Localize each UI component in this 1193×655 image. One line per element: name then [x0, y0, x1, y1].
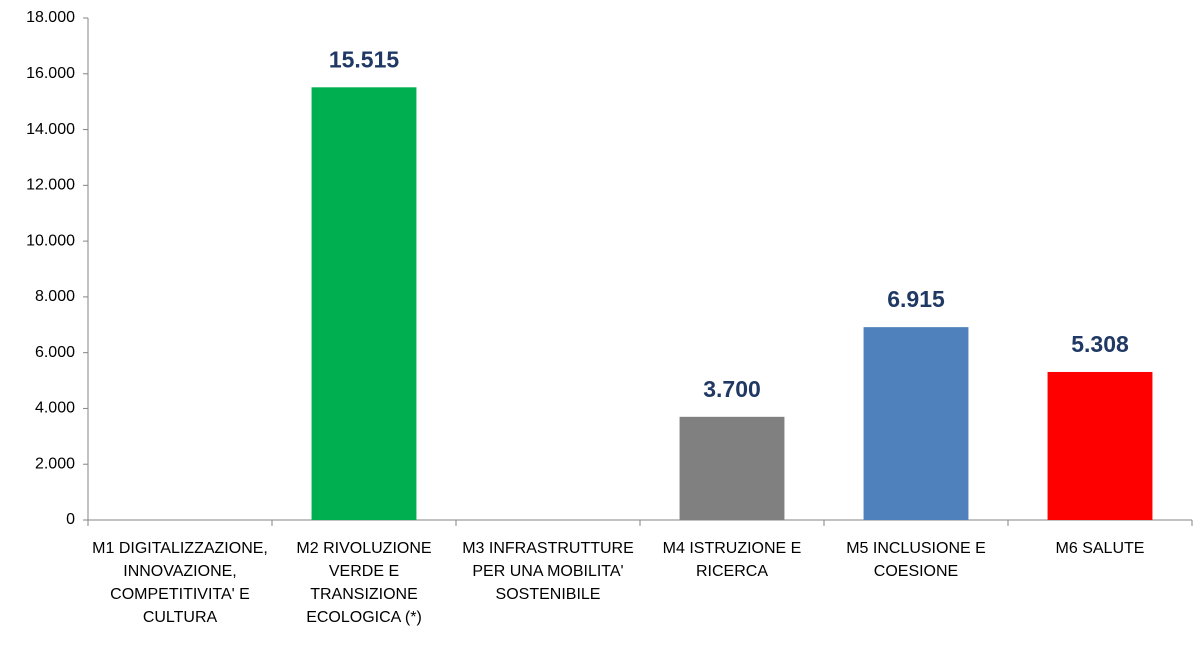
bar — [679, 416, 785, 520]
bar — [1047, 371, 1153, 520]
y-tick-label: 0 — [66, 511, 75, 528]
x-tick-label: M4 ISTRUZIONE E RICERCA — [662, 540, 802, 580]
y-tick-label: 2.000 — [35, 455, 75, 472]
y-tick-label: 4.000 — [35, 400, 75, 417]
y-tick-label: 10.000 — [26, 232, 75, 249]
y-tick-label: 6.000 — [35, 344, 75, 361]
y-tick-label: 12.000 — [26, 177, 75, 194]
x-tick-label: M1 DIGITALIZZAZIONE, INNOVAZIONE, COMPET… — [92, 540, 268, 626]
data-label: 6.915 — [887, 286, 945, 312]
x-tick-label: M3 INFRASTRUTTURE PER UNA MOBILITA' SOST… — [462, 540, 634, 603]
data-label: 15.515 — [329, 46, 400, 72]
data-label: 3.700 — [703, 376, 761, 402]
data-label: 5.308 — [1071, 331, 1129, 357]
bar — [311, 87, 417, 520]
y-tick-label: 16.000 — [26, 65, 75, 82]
y-tick-label: 8.000 — [35, 288, 75, 305]
x-tick-label: M5 INCLUSIONE E COESIONE — [846, 540, 986, 580]
y-tick-label: 18.000 — [26, 9, 75, 26]
x-tick-label: M2 RIVOLUZIONE VERDE E TRANSIZIONE ECOLO… — [296, 540, 432, 626]
bar — [863, 327, 969, 520]
y-tick-label: 14.000 — [26, 121, 75, 138]
x-tick-label: M6 SALUTE — [1055, 540, 1145, 557]
